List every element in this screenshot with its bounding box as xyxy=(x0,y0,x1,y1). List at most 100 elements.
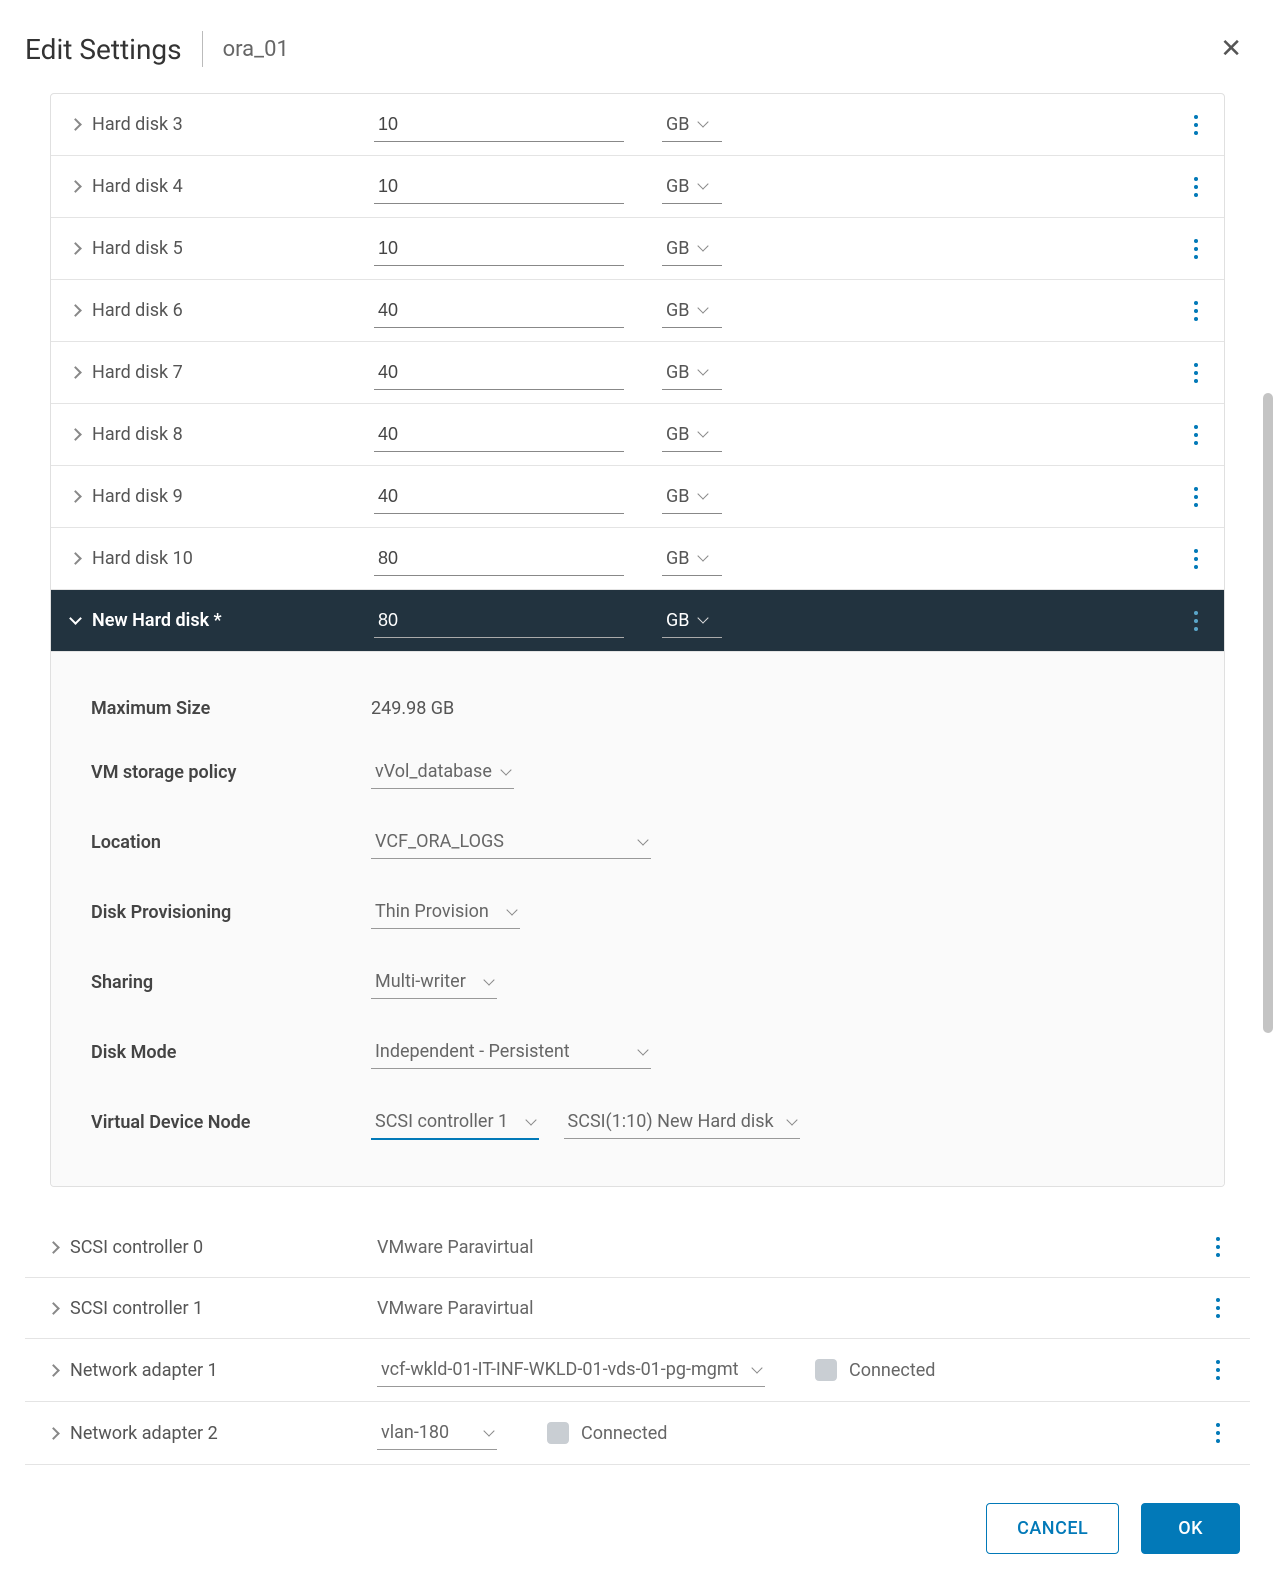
disk-label[interactable]: Hard disk 6 xyxy=(69,300,374,321)
kebab-menu-icon[interactable] xyxy=(1186,481,1206,513)
disk-unit-select[interactable]: GB xyxy=(662,170,722,204)
chevron-down-icon xyxy=(637,1044,648,1055)
kebab-menu-icon[interactable] xyxy=(1186,543,1206,575)
kebab-menu-icon[interactable] xyxy=(1208,1231,1228,1263)
network-adapter-row: Network adapter 1 vcf-wkld-01-IT-INF-WKL… xyxy=(25,1339,1250,1402)
connected-checkbox[interactable] xyxy=(547,1422,569,1444)
disk-unit-select[interactable]: GB xyxy=(662,232,722,266)
dialog-subtitle: ora_01 xyxy=(223,37,289,62)
new-disk-details: Maximum Size 249.98 GB VM storage policy… xyxy=(51,652,1224,1186)
kebab-menu-icon[interactable] xyxy=(1186,109,1206,141)
disk-unit-select[interactable]: GB xyxy=(662,542,722,576)
disk-size-input[interactable] xyxy=(374,542,624,576)
chevron-down-icon xyxy=(698,302,709,313)
chevron-down-icon xyxy=(698,116,709,127)
storage-policy-label: VM storage policy xyxy=(91,762,371,783)
hard-disk-row: Hard disk 6 GB xyxy=(51,280,1224,342)
net-label[interactable]: Network adapter 1 xyxy=(47,1360,377,1381)
kebab-menu-icon[interactable] xyxy=(1186,419,1206,451)
disk-label[interactable]: Hard disk 5 xyxy=(69,238,374,259)
disk-unit-select[interactable]: GB xyxy=(662,294,722,328)
hard-disk-row: Hard disk 3 GB xyxy=(51,94,1224,156)
scsi-label[interactable]: SCSI controller 1 xyxy=(47,1298,377,1319)
disk-size-input[interactable] xyxy=(374,232,624,266)
disk-label[interactable]: Hard disk 4 xyxy=(69,176,374,197)
scsi-label[interactable]: SCSI controller 0 xyxy=(47,1237,377,1258)
dialog-title: Edit Settings xyxy=(25,33,182,66)
disk-size-input[interactable] xyxy=(374,480,624,514)
connected-label: Connected xyxy=(581,1423,667,1444)
chevron-down-icon xyxy=(698,240,709,251)
location-select[interactable]: VCF_ORA_LOGS xyxy=(371,825,651,859)
ok-button[interactable]: OK xyxy=(1141,1503,1240,1554)
connected-label: Connected xyxy=(849,1360,935,1381)
scsi-controller-row: SCSI controller 0 VMware Paravirtual xyxy=(25,1217,1250,1278)
cancel-button[interactable]: CANCEL xyxy=(986,1503,1119,1554)
chevron-right-icon xyxy=(69,552,82,565)
disk-size-input[interactable] xyxy=(374,356,624,390)
disk-unit-select[interactable]: GB xyxy=(662,480,722,514)
disk-size-input[interactable] xyxy=(374,170,624,204)
chevron-down-icon xyxy=(483,1425,494,1436)
kebab-menu-icon[interactable] xyxy=(1208,1417,1228,1449)
disk-label[interactable]: Hard disk 8 xyxy=(69,424,374,445)
kebab-menu-icon[interactable] xyxy=(1186,357,1206,389)
kebab-menu-icon[interactable] xyxy=(1208,1354,1228,1386)
net-label[interactable]: Network adapter 2 xyxy=(47,1423,377,1444)
kebab-menu-icon[interactable] xyxy=(1186,233,1206,265)
chevron-down-icon xyxy=(786,1114,797,1125)
scrollbar-thumb[interactable] xyxy=(1263,393,1273,1033)
chevron-down-icon xyxy=(525,1114,536,1125)
new-disk-size-input[interactable] xyxy=(374,604,624,638)
storage-policy-select[interactable]: vVol_database xyxy=(371,755,514,789)
chevron-right-icon xyxy=(47,1241,60,1254)
vdn-node-select[interactable]: SCSI(1:10) New Hard disk xyxy=(564,1105,801,1139)
chevron-down-icon xyxy=(698,364,709,375)
max-size-value: 249.98 GB xyxy=(371,698,454,719)
connected-checkbox[interactable] xyxy=(815,1359,837,1381)
new-disk-unit-select[interactable]: GB xyxy=(662,604,722,638)
hard-disk-row: Hard disk 9 GB xyxy=(51,466,1224,528)
max-size-label: Maximum Size xyxy=(91,698,371,719)
disk-size-input[interactable] xyxy=(374,108,624,142)
chevron-down-icon xyxy=(69,612,82,625)
disk-unit-select[interactable]: GB xyxy=(662,356,722,390)
chevron-down-icon xyxy=(698,426,709,437)
hardware-list: Hard disk 3 GB Hard disk 4 GB Hard disk … xyxy=(50,93,1225,1187)
disk-size-input[interactable] xyxy=(374,418,624,452)
disk-unit-select[interactable]: GB xyxy=(662,108,722,142)
provisioning-select[interactable]: Thin Provision xyxy=(371,895,520,929)
disk-mode-label: Disk Mode xyxy=(91,1042,371,1063)
kebab-menu-icon[interactable] xyxy=(1186,605,1206,637)
kebab-menu-icon[interactable] xyxy=(1208,1292,1228,1324)
network-select[interactable]: vlan-180 xyxy=(377,1416,497,1450)
chevron-down-icon xyxy=(483,974,494,985)
kebab-menu-icon[interactable] xyxy=(1186,171,1206,203)
new-disk-label[interactable]: New Hard disk * xyxy=(69,610,374,631)
dialog-content: Hard disk 3 GB Hard disk 4 GB Hard disk … xyxy=(25,93,1250,1465)
chevron-right-icon xyxy=(47,1302,60,1315)
disk-label[interactable]: Hard disk 10 xyxy=(69,548,374,569)
hard-disk-row: Hard disk 10 GB xyxy=(51,528,1224,590)
disk-label[interactable]: Hard disk 7 xyxy=(69,362,374,383)
kebab-menu-icon[interactable] xyxy=(1186,295,1206,327)
disk-unit-select[interactable]: GB xyxy=(662,418,722,452)
disk-label[interactable]: Hard disk 9 xyxy=(69,486,374,507)
hard-disk-row: Hard disk 7 GB xyxy=(51,342,1224,404)
chevron-down-icon xyxy=(637,834,648,845)
chevron-right-icon xyxy=(47,1427,60,1440)
network-select[interactable]: vcf-wkld-01-IT-INF-WKLD-01-vds-01-pg-mgm… xyxy=(377,1353,765,1387)
disk-label[interactable]: Hard disk 3 xyxy=(69,114,374,135)
dialog-footer: CANCEL OK xyxy=(25,1465,1250,1564)
disk-size-input[interactable] xyxy=(374,294,624,328)
vdn-controller-select[interactable]: SCSI controller 1 xyxy=(371,1105,539,1140)
vdn-label: Virtual Device Node xyxy=(91,1112,371,1133)
scsi-value: VMware Paravirtual xyxy=(377,1298,534,1319)
chevron-right-icon xyxy=(69,490,82,503)
chevron-right-icon xyxy=(69,366,82,379)
edit-settings-dialog: Edit Settings ora_01 ✕ Hard disk 3 GB Ha… xyxy=(0,0,1275,1589)
dialog-header: Edit Settings ora_01 ✕ xyxy=(25,20,1250,93)
close-icon[interactable]: ✕ xyxy=(1212,30,1250,68)
sharing-select[interactable]: Multi-writer xyxy=(371,965,497,999)
disk-mode-select[interactable]: Independent - Persistent xyxy=(371,1035,651,1069)
